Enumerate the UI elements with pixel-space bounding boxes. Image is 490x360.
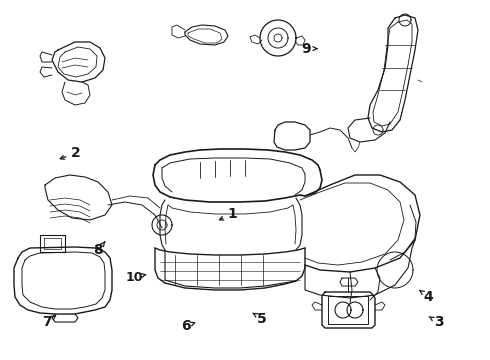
Text: 2: 2 — [71, 146, 81, 160]
Text: 3: 3 — [434, 315, 443, 329]
Text: 7: 7 — [42, 315, 51, 329]
Text: 6: 6 — [181, 319, 191, 333]
Text: 9: 9 — [301, 42, 311, 55]
Text: 8: 8 — [93, 243, 103, 257]
Text: 5: 5 — [257, 312, 267, 325]
Text: 1: 1 — [228, 207, 238, 221]
Text: 10: 10 — [126, 271, 144, 284]
Text: 4: 4 — [424, 290, 434, 304]
